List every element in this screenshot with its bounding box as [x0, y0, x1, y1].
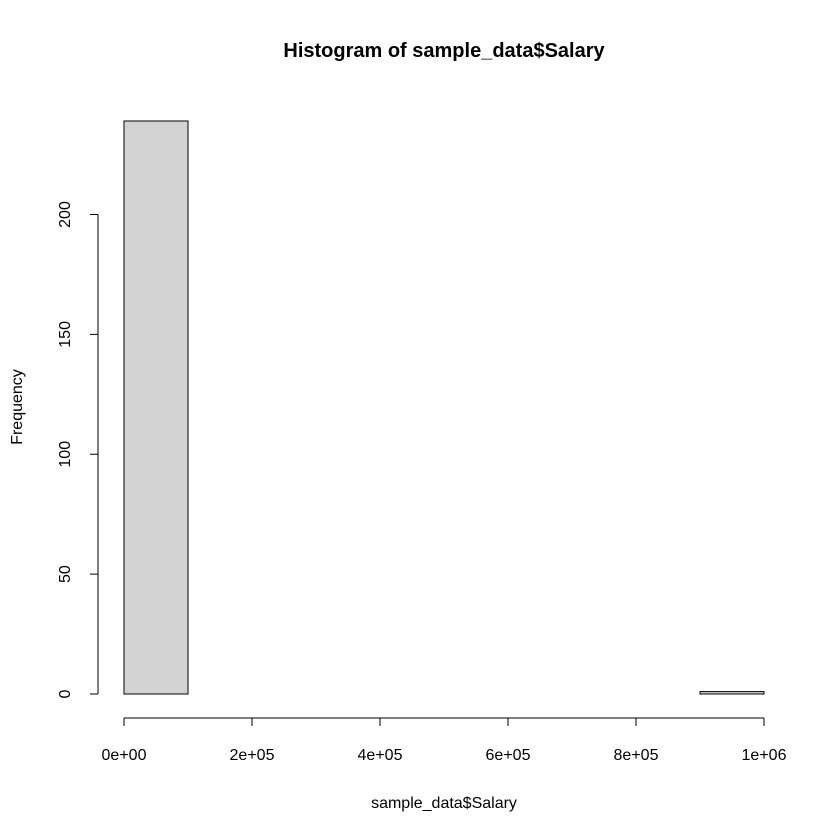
x-tick-label: 1e+06: [742, 747, 787, 764]
x-tick-label: 0e+00: [102, 747, 147, 764]
y-tick-label: 100: [57, 441, 74, 468]
y-axis-label: Frequency: [9, 369, 26, 445]
y-tick-label: 50: [57, 565, 74, 583]
bar: [123, 120, 189, 695]
y-tick-label: 0: [57, 689, 74, 698]
x-tick-label: 6e+05: [486, 747, 531, 764]
x-tick-label: 4e+05: [358, 747, 403, 764]
x-tick-label: 8e+05: [614, 747, 659, 764]
x-tick-label: 2e+05: [230, 747, 275, 764]
y-tick-label: 200: [57, 201, 74, 228]
x-axis-label: sample_data$Salary: [371, 795, 517, 812]
chart-title: Histogram of sample_data$Salary: [283, 40, 605, 62]
bar: [699, 691, 765, 695]
y-tick-label: 150: [57, 321, 74, 348]
